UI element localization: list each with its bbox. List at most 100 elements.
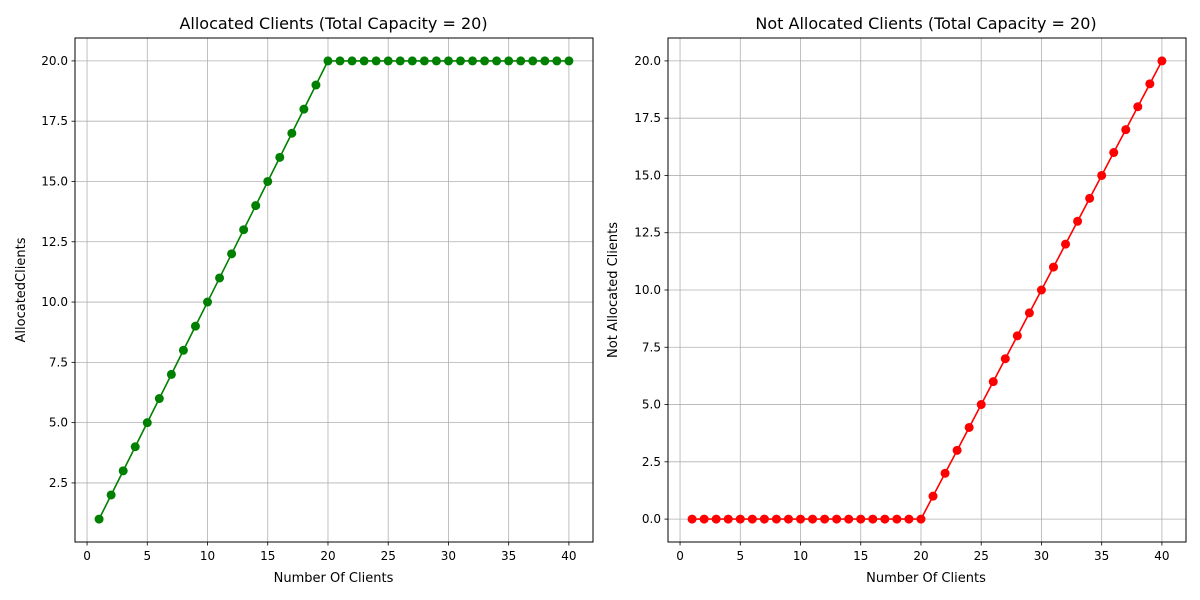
chart-title: Allocated Clients (Total Capacity = 20) [179,14,487,33]
data-point [395,56,405,66]
data-point [130,442,140,452]
y-axis-label: Not Allocated Clients [606,222,621,358]
data-point [552,56,562,66]
grid [668,38,1186,542]
data-point [564,56,574,66]
data-point [407,56,417,66]
x-tick-label: 30 [441,549,456,563]
series-markers [94,56,574,524]
x-tick-label: 20 [913,549,928,563]
x-tick-label: 5 [143,549,151,563]
x-tick-label: 0 [83,549,91,563]
data-point [1109,148,1119,158]
y-tick-label: 17.5 [634,111,661,125]
data-point [856,514,866,524]
x-tick-label: 35 [501,549,516,563]
data-point [528,56,538,66]
data-point [166,369,176,379]
y-tick-label: 0.0 [642,512,661,526]
chart-not-allocated-clients: Not Allocated Clients (Total Capacity = … [606,14,1187,586]
data-point [820,514,830,524]
series-line [98,60,569,520]
data-point [251,201,261,211]
data-point [1000,354,1010,364]
data-point [455,56,465,66]
data-point [468,56,478,66]
data-point [323,56,333,66]
data-point [844,514,854,524]
x-tick-label: 40 [1154,549,1169,563]
grid [75,38,593,542]
x-tick-label: 10 [200,549,215,563]
series-line [692,60,1163,520]
y-tick-label: 10.0 [41,295,68,309]
data-point [880,514,890,524]
data-point [699,514,709,524]
data-point [371,56,381,66]
y-tick-label: 15.0 [41,174,68,188]
x-tick-label: 30 [1034,549,1049,563]
data-point [1048,262,1058,272]
data-point [190,321,200,331]
ticks: 0 5 10 15 20 25 30 35 40 0.0 2.5 5.0 7.5 10.0 12.5 15.0… [634,54,1169,563]
x-tick-label: 15 [853,549,868,563]
data-point [1012,331,1022,341]
data-point [868,514,878,524]
data-point [383,56,393,66]
data-point [347,56,357,66]
data-point [118,466,128,476]
data-point [311,80,321,90]
x-tick-label: 5 [736,549,744,563]
y-tick-label: 20.0 [634,54,661,68]
data-point [988,377,998,387]
data-point [154,394,164,404]
data-point [215,273,225,283]
y-tick-label: 15.0 [634,168,661,182]
data-point [359,56,369,66]
data-point [1036,285,1046,295]
chart-title: Not Allocated Clients (Total Capacity = … [755,14,1096,33]
data-point [1121,125,1131,135]
data-point [747,514,757,524]
data-point [287,128,297,138]
data-point [480,56,490,66]
x-tick-label: 40 [561,549,576,563]
plot-frame [667,37,1187,543]
y-tick-label: 12.5 [634,226,661,240]
data-point [1157,56,1167,66]
y-tick-label: 7.5 [642,340,661,354]
data-point [976,400,986,410]
data-point [203,297,213,307]
data-point [928,491,938,501]
data-point [419,56,429,66]
plot-frame [74,37,594,543]
y-tick-label: 20.0 [41,54,68,68]
data-point [1061,239,1071,249]
x-tick-label: 35 [1094,549,1109,563]
data-point [540,56,550,66]
data-point [1024,308,1034,318]
data-point [504,56,514,66]
data-point [808,514,818,524]
y-tick-label: 12.5 [41,235,68,249]
data-point [443,56,453,66]
data-point [892,514,902,524]
series-markers [687,56,1167,524]
x-axis-label: Number Of Clients [274,571,394,586]
data-point [759,514,769,524]
data-point [916,514,926,524]
data-point [796,514,806,524]
data-point [940,468,950,478]
data-point [516,56,526,66]
data-point [832,514,842,524]
data-point [94,514,104,524]
data-point [1073,216,1083,226]
data-point [431,56,441,66]
x-tick-label: 0 [676,549,684,563]
data-point [711,514,721,524]
y-tick-label: 2.5 [642,455,661,469]
data-point [1133,102,1143,112]
x-tick-label: 10 [793,549,808,563]
x-axis-label: Number Of Clients [866,571,986,586]
y-tick-label: 17.5 [41,114,68,128]
